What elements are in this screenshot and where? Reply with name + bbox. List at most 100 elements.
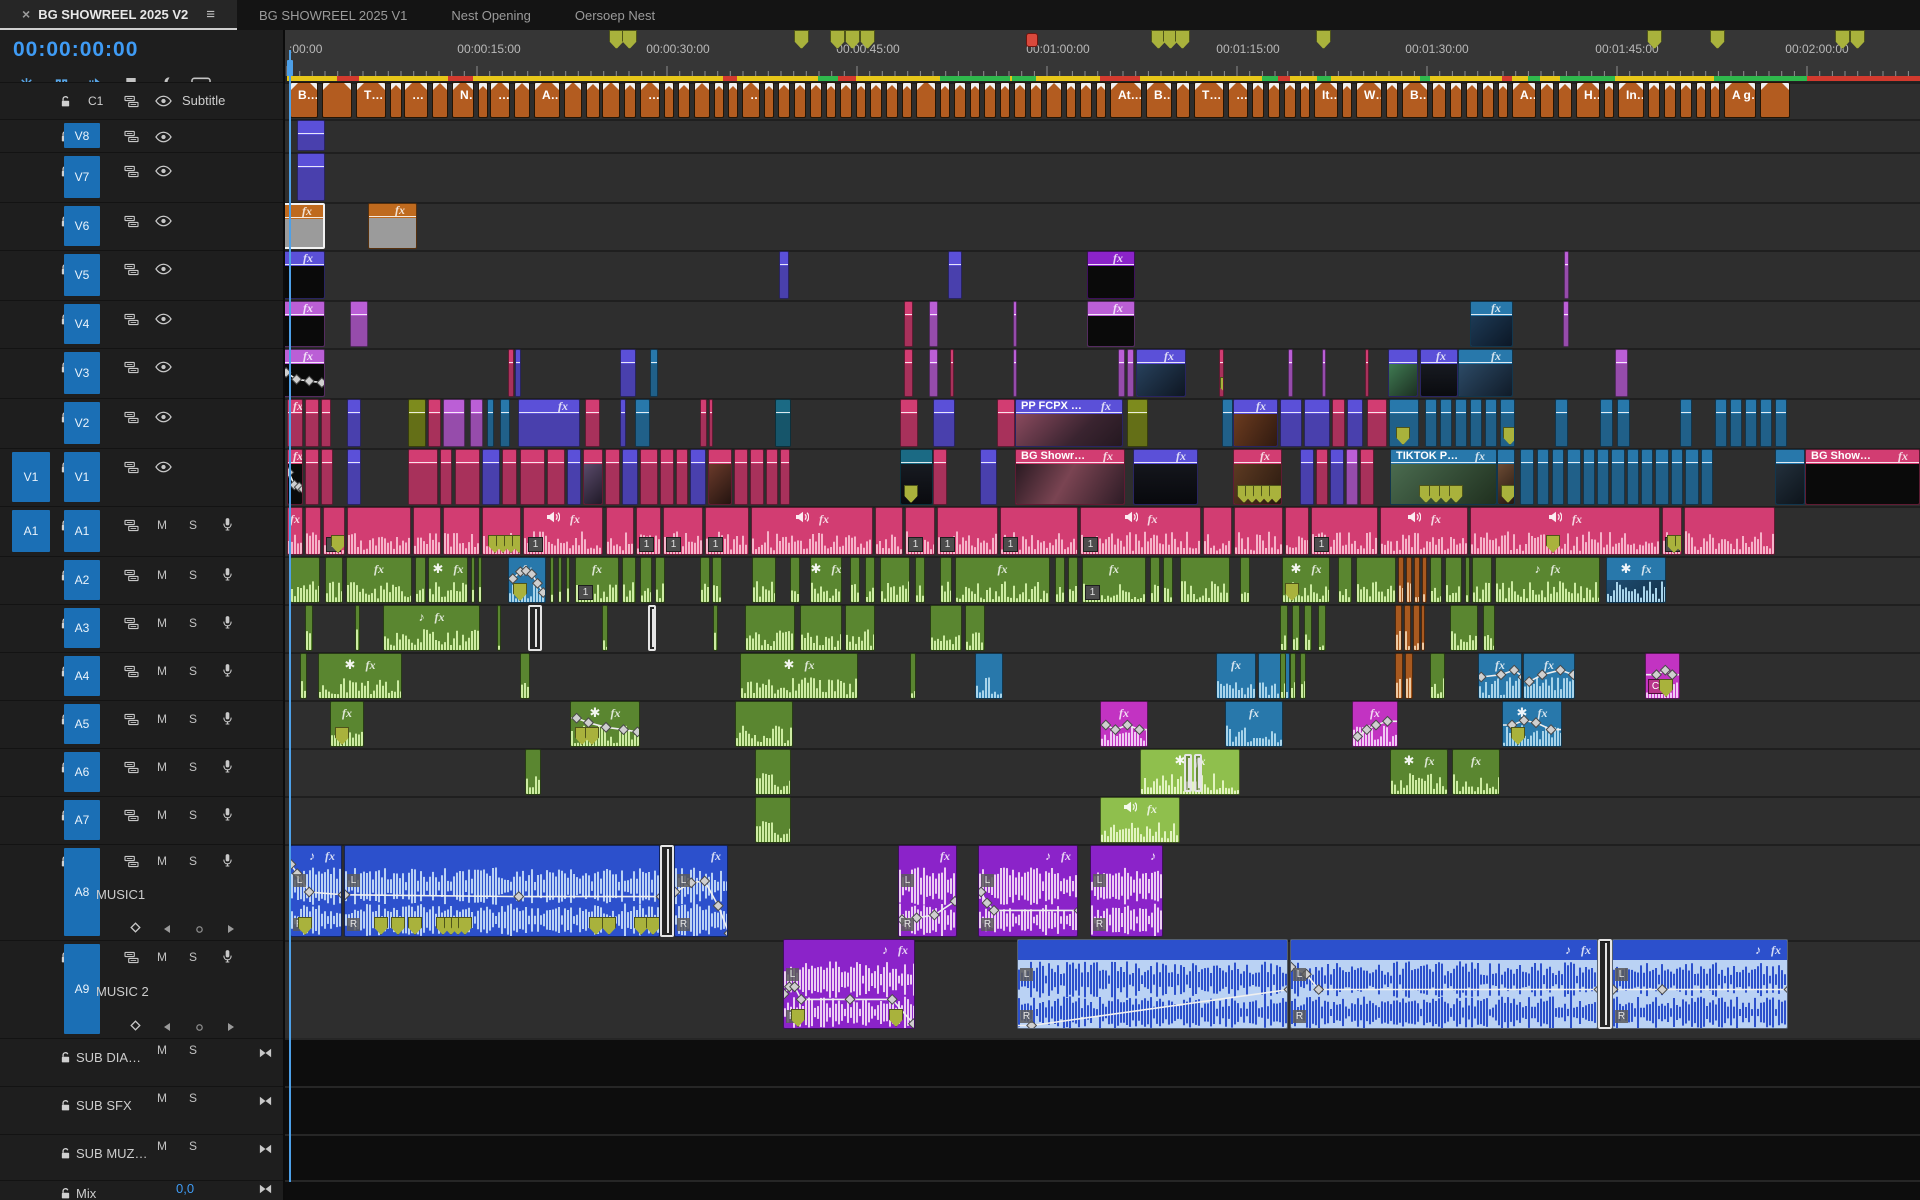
- audio-clip[interactable]: [1406, 557, 1412, 603]
- audio-clip[interactable]: ✱ fx: [1606, 557, 1666, 603]
- video-clip[interactable]: [487, 399, 494, 447]
- video-clip[interactable]: [567, 449, 581, 505]
- audio-clip[interactable]: 1: [1662, 507, 1682, 555]
- subtitle-clip[interactable]: [1342, 82, 1352, 118]
- audio-clip[interactable]: [1445, 557, 1462, 603]
- video-clip[interactable]: [690, 449, 706, 505]
- video-clip[interactable]: [1013, 301, 1017, 347]
- video-clip[interactable]: [1583, 449, 1595, 505]
- audio-clip[interactable]: fx: [1452, 749, 1500, 795]
- track-header-V7[interactable]: V7: [0, 152, 283, 202]
- subtitle-clip[interactable]: [1760, 82, 1790, 118]
- track-target-A3[interactable]: A3: [64, 608, 100, 648]
- audio-clip[interactable]: [1055, 557, 1065, 603]
- audio-clip[interactable]: [1430, 653, 1445, 699]
- solo-button[interactable]: S: [189, 808, 198, 822]
- video-clip[interactable]: [980, 449, 997, 505]
- track-target-V5[interactable]: V5: [64, 254, 100, 296]
- audio-clip[interactable]: [1285, 507, 1309, 555]
- audio-clip[interactable]: fx: [751, 507, 873, 555]
- audio-transition[interactable]: [660, 845, 674, 937]
- playhead-timecode[interactable]: 00:00:00:00: [13, 38, 139, 61]
- video-clip[interactable]: [1280, 399, 1302, 447]
- audio-clip[interactable]: [1465, 557, 1470, 603]
- audio-clip[interactable]: [845, 605, 875, 651]
- sync-lock-icon[interactable]: [122, 949, 140, 965]
- audio-clip[interactable]: [1068, 557, 1078, 603]
- audio-clip[interactable]: ♪ fx: [1495, 557, 1600, 603]
- solo-button[interactable]: S: [189, 950, 198, 964]
- mic-icon[interactable]: [218, 948, 236, 964]
- track-target-A5[interactable]: A5: [64, 704, 100, 744]
- audio-clip[interactable]: [790, 557, 800, 603]
- video-clip[interactable]: [1455, 399, 1467, 447]
- audio-clip[interactable]: [525, 749, 541, 795]
- video-clip[interactable]: [502, 449, 517, 505]
- audio-clip[interactable]: [713, 605, 718, 651]
- mute-button[interactable]: M: [157, 1091, 167, 1105]
- video-clip[interactable]: [1564, 251, 1569, 299]
- video-clip[interactable]: [428, 399, 441, 447]
- audio-clip[interactable]: [550, 557, 554, 603]
- audio-clip[interactable]: [965, 605, 985, 651]
- clip-marker-icon[interactable]: [1285, 583, 1299, 601]
- sequence-tab-1[interactable]: BG SHOWREEL 2025 V1: [237, 0, 429, 30]
- audio-transition[interactable]: [648, 605, 656, 651]
- subtitle-clip[interactable]: [954, 82, 966, 118]
- subtitle-clip[interactable]: [1710, 82, 1720, 118]
- subtitle-clip[interactable]: It…: [1314, 82, 1338, 118]
- video-clip[interactable]: [605, 449, 620, 505]
- audio-clip[interactable]: [1413, 605, 1420, 651]
- subtitle-clip[interactable]: [1648, 82, 1660, 118]
- audio-clip[interactable]: ♪ fx: [383, 605, 480, 651]
- subtitle-clip[interactable]: [1046, 82, 1062, 118]
- sync-lock-icon[interactable]: [122, 663, 140, 679]
- audio-clip[interactable]: [655, 557, 665, 603]
- subtitle-clip[interactable]: [390, 82, 402, 118]
- track-header-A7[interactable]: A7 M S: [0, 796, 283, 844]
- subtitle-clip[interactable]: At…: [1110, 82, 1142, 118]
- solo-button[interactable]: S: [189, 1043, 198, 1057]
- subtitle-clip[interactable]: B…: [1402, 82, 1428, 118]
- subtitle-clip[interactable]: [1558, 82, 1572, 118]
- solo-button[interactable]: S: [189, 854, 198, 868]
- panel-menu-icon[interactable]: ≡: [206, 5, 215, 23]
- video-clip[interactable]: [1389, 399, 1419, 447]
- video-clip[interactable]: [1346, 449, 1358, 505]
- subtitle-clip[interactable]: …: [404, 82, 428, 118]
- clip-marker-icon[interactable]: [374, 917, 388, 935]
- video-clip[interactable]: [455, 449, 480, 505]
- video-clip[interactable]: [1470, 399, 1482, 447]
- video-clip[interactable]: PP FCPX … fx: [1015, 399, 1123, 447]
- audio-clip[interactable]: [1395, 605, 1402, 651]
- video-clip[interactable]: [1500, 399, 1515, 447]
- audio-transition[interactable]: [1598, 939, 1612, 1029]
- video-clip[interactable]: [766, 449, 778, 505]
- video-clip[interactable]: [950, 349, 954, 397]
- video-clip[interactable]: [779, 251, 789, 299]
- sequence-marker-icon[interactable]: [1850, 30, 1865, 49]
- sequence-marker-icon[interactable]: [1647, 30, 1662, 49]
- video-clip[interactable]: [1655, 449, 1669, 505]
- subtitle-clip[interactable]: [1482, 82, 1494, 118]
- video-clip[interactable]: [500, 399, 510, 447]
- video-clip[interactable]: [622, 449, 638, 505]
- audio-clip[interactable]: ✱ fx: [1390, 749, 1448, 795]
- audio-clip[interactable]: fx: [1478, 653, 1522, 699]
- subtitle-clip[interactable]: [1300, 82, 1310, 118]
- video-clip[interactable]: [1127, 399, 1148, 447]
- subtitle-clip[interactable]: [778, 82, 790, 118]
- subtitle-clip[interactable]: [1096, 82, 1106, 118]
- video-clip[interactable]: [1365, 349, 1369, 397]
- subtitle-clip[interactable]: [478, 82, 488, 118]
- video-clip[interactable]: fx: [1458, 349, 1513, 397]
- audio-clip[interactable]: 1: [323, 507, 345, 555]
- audio-clip[interactable]: 1: [705, 507, 749, 555]
- video-clip[interactable]: [408, 449, 438, 505]
- audio-clip[interactable]: [1180, 557, 1230, 603]
- track-target-A1[interactable]: A1: [64, 510, 100, 552]
- mute-button[interactable]: M: [157, 1043, 167, 1057]
- subtitle-clip[interactable]: [940, 82, 950, 118]
- clip-marker-icon[interactable]: [513, 583, 527, 601]
